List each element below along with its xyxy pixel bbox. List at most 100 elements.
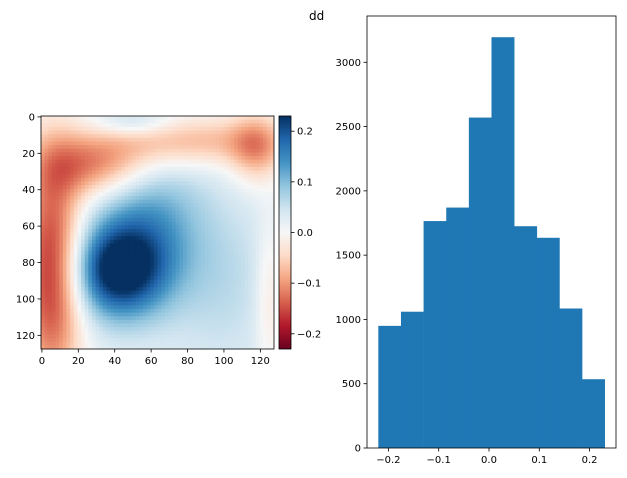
heatmap-cell xyxy=(48,159,53,164)
heatmap-cell xyxy=(164,250,169,255)
heatmap-cell xyxy=(102,276,107,281)
heatmap-cell xyxy=(263,199,268,204)
heatmap-cell xyxy=(128,298,133,303)
heatmap-cell xyxy=(62,188,67,193)
heatmap-cell xyxy=(164,148,169,153)
heatmap-cell xyxy=(110,170,115,175)
heatmap-cell xyxy=(41,239,46,244)
heatmap-cell xyxy=(244,159,249,164)
heatmap-cell xyxy=(88,137,93,142)
heatmap-cell xyxy=(186,330,191,335)
heatmap-cell xyxy=(157,330,162,335)
heatmap-cell xyxy=(139,279,144,284)
heatmap-cell xyxy=(182,330,188,335)
heatmap-cell xyxy=(153,243,158,248)
heatmap-cell xyxy=(66,207,71,212)
heatmap-cell xyxy=(91,141,97,146)
heatmap-cell xyxy=(146,261,151,266)
heatmap-cell xyxy=(255,341,260,346)
heatmap-cell xyxy=(263,272,268,277)
heatmap-cell xyxy=(266,279,271,284)
heatmap-cell xyxy=(270,338,275,343)
heatmap-cell xyxy=(270,152,275,157)
heatmap-cell xyxy=(197,345,202,350)
heatmap-cell xyxy=(124,148,129,153)
heatmap-cell xyxy=(66,221,71,226)
heatmap-cell xyxy=(201,207,206,212)
heatmap-cell xyxy=(146,181,151,186)
heatmap-cell xyxy=(190,185,195,190)
heatmap-cell xyxy=(252,119,257,124)
heatmap-cell xyxy=(193,181,198,186)
heatmap-cell xyxy=(150,294,155,299)
heatmap-cell xyxy=(161,159,166,164)
heatmap-cell xyxy=(259,163,264,168)
heatmap-cell xyxy=(153,290,158,295)
heatmap-cell xyxy=(48,341,53,346)
heatmap-cell xyxy=(193,308,198,313)
heatmap-cell xyxy=(84,319,89,324)
heatmap-cell xyxy=(150,250,155,255)
heatmap-cell xyxy=(161,221,166,226)
heatmap-cell xyxy=(132,130,137,135)
heatmap-cell xyxy=(48,177,53,182)
heatmap-cell xyxy=(233,272,238,277)
heatmap-cell xyxy=(237,156,242,161)
heatmap-cell xyxy=(270,126,275,131)
heatmap-cell xyxy=(139,134,144,139)
heatmap-cell xyxy=(186,334,191,339)
heatmap-cell xyxy=(255,159,260,164)
heatmap-cell xyxy=(95,257,100,263)
heatmap-cell xyxy=(70,338,75,343)
histogram-y-tick-label: 1500 xyxy=(336,251,361,262)
heatmap-cell xyxy=(70,330,75,335)
heatmap-cell xyxy=(161,207,166,212)
heatmap-cell xyxy=(121,177,126,182)
heatmap-cell xyxy=(172,225,177,230)
heatmap-cell xyxy=(201,119,206,124)
heatmap-cell xyxy=(201,265,206,270)
heatmap-cell xyxy=(157,261,162,266)
heatmap-cell xyxy=(266,152,271,157)
heatmap-cell xyxy=(172,308,177,313)
heatmap-cell xyxy=(110,137,115,142)
heatmap-cell xyxy=(182,312,188,317)
heatmap-cell xyxy=(182,134,188,139)
heatmap-cell xyxy=(266,305,271,310)
heatmap-cell xyxy=(55,181,60,186)
heatmap-cell xyxy=(121,239,126,244)
heatmap-cell xyxy=(77,243,82,248)
heatmap-cell xyxy=(266,338,271,343)
heatmap-cell xyxy=(66,148,71,153)
heatmap-cell xyxy=(201,294,206,299)
heatmap-cell xyxy=(182,221,188,226)
heatmap-cell xyxy=(197,247,202,252)
heatmap-cell xyxy=(73,174,78,179)
heatmap-cell xyxy=(88,341,93,346)
heatmap-cell xyxy=(117,199,122,204)
heatmap-cell xyxy=(270,185,275,190)
heatmap-cell xyxy=(248,170,253,175)
heatmap-cell xyxy=(248,330,253,335)
heatmap-cell xyxy=(55,345,60,350)
heatmap-cell xyxy=(99,236,104,241)
heatmap-cell xyxy=(99,166,104,172)
heatmap-cell xyxy=(95,116,100,121)
heatmap-cell xyxy=(153,134,158,139)
heatmap-cell xyxy=(128,239,133,244)
heatmap-cell xyxy=(55,207,60,212)
heatmap-cell xyxy=(193,247,198,252)
heatmap-cell xyxy=(150,221,155,226)
heatmap-cell xyxy=(161,185,166,190)
heatmap-cell xyxy=(117,301,122,306)
heatmap-cell xyxy=(186,177,191,182)
heatmap-cell xyxy=(142,261,147,266)
heatmap-cell xyxy=(212,301,217,306)
heatmap-cell xyxy=(241,294,246,299)
heatmap-cell xyxy=(121,130,126,135)
heatmap-cell xyxy=(113,254,118,259)
heatmap-cell xyxy=(255,330,260,335)
heatmap-cell xyxy=(113,214,118,219)
heatmap-cell xyxy=(219,174,224,179)
heatmap-cell xyxy=(226,279,231,284)
